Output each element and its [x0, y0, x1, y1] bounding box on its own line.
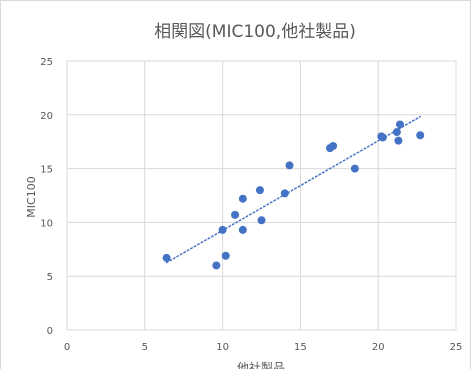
data-points [162, 120, 425, 270]
x-tick-label: 15 [294, 342, 307, 353]
trendline-group [165, 115, 421, 264]
data-point [394, 136, 403, 145]
data-point [231, 210, 240, 219]
data-point [392, 128, 401, 137]
data-point [238, 225, 247, 234]
y-tick-label: 20 [40, 111, 53, 122]
trendline [165, 115, 421, 264]
data-point [378, 133, 387, 142]
data-point [255, 186, 264, 195]
x-tick-label: 10 [216, 342, 229, 353]
data-point [162, 253, 171, 262]
x-axis-title: 他社製品 [237, 360, 285, 369]
y-tick-label: 5 [47, 272, 53, 283]
data-point [395, 120, 404, 129]
x-tick-label: 20 [372, 342, 385, 353]
data-point [218, 225, 227, 234]
x-tick-label: 0 [64, 342, 70, 353]
data-point [280, 189, 289, 198]
y-tick-label: 0 [47, 326, 53, 337]
y-axis-title: MIC100 [25, 176, 38, 217]
y-tick-label: 15 [40, 165, 53, 176]
y-tick-label: 25 [40, 57, 53, 68]
data-point [285, 161, 294, 170]
data-point [238, 194, 247, 203]
data-point [329, 142, 338, 151]
y-tick-label: 10 [40, 218, 53, 229]
x-tick-label: 25 [450, 342, 463, 353]
chart-title: 相関図(MIC100,他社製品) [154, 22, 356, 42]
data-point [416, 131, 425, 140]
axis-tick-labels: 0 5 10 15 20 25 0 5 10 15 20 25 [40, 57, 462, 353]
data-point [212, 261, 221, 270]
data-point [221, 251, 230, 260]
x-tick-label: 5 [142, 342, 148, 353]
data-point [350, 164, 359, 173]
data-point [257, 216, 266, 225]
